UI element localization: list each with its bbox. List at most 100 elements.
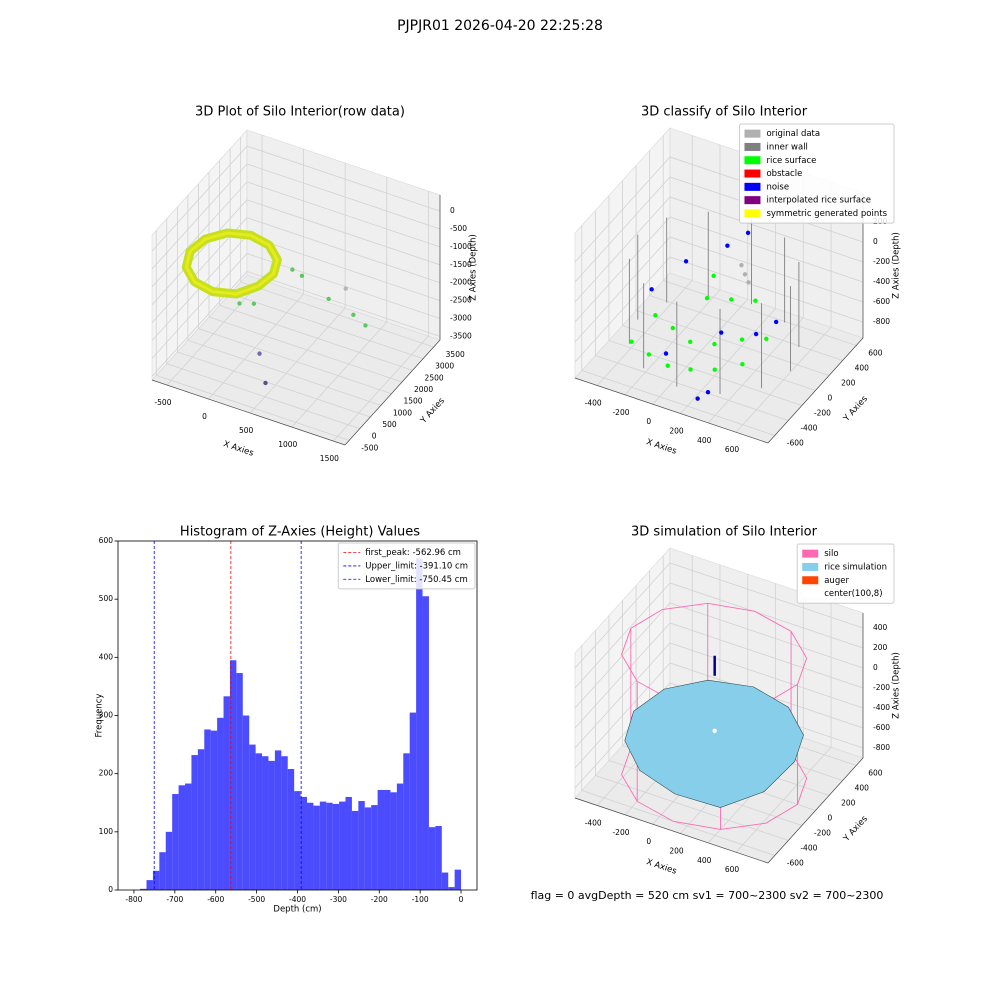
y-tick-label: 100: [99, 827, 114, 836]
z-tick-label: 0: [450, 206, 455, 215]
grid-line: [151, 217, 441, 323]
y-tick-label: 2500: [425, 373, 444, 382]
data-point: [263, 380, 268, 386]
x-tick-label: -700: [166, 895, 183, 904]
histogram-bar: [249, 744, 256, 890]
histogram-bar: [210, 730, 218, 890]
grid-line: [574, 216, 864, 323]
legend-label: first_peak: -562.96 cm: [365, 548, 461, 558]
x-tick-label: -400: [289, 895, 306, 904]
x-tick-label: -600: [207, 895, 224, 904]
data-point: [712, 728, 717, 733]
z-tick-label: -3500: [450, 331, 472, 340]
data-point: [704, 295, 710, 301]
histogram-bar: [146, 880, 153, 890]
histogram-bar: [351, 810, 359, 890]
z-tick-label: -200: [873, 257, 890, 266]
grid-line: [151, 145, 441, 252]
grid-line: [333, 191, 429, 442]
histogram-bar: [409, 712, 417, 890]
z-tick-label: -400: [873, 277, 890, 286]
histogram-bar: [178, 785, 186, 890]
legend-box: [796, 543, 895, 604]
grid-line: [208, 172, 403, 383]
data-point: [343, 286, 348, 291]
histogram-bar: [326, 802, 333, 890]
histogram-bar: [236, 673, 243, 890]
legend-swatch: [744, 129, 761, 138]
histogram-bar: [339, 801, 346, 890]
grid-line: [151, 181, 441, 288]
legend-swatch: [744, 142, 761, 151]
y-tick-label: 0: [828, 814, 833, 823]
histogram-bar: [159, 852, 166, 890]
histogram-bar: [364, 807, 372, 890]
data-point: [725, 243, 730, 248]
y-tick-label: 600: [868, 769, 883, 778]
data-point: [257, 351, 262, 356]
legend-label: original data: [766, 129, 820, 139]
legend-label: Upper_limit: -391.10 cm: [365, 561, 468, 571]
histogram-bar: [416, 558, 423, 890]
histogram-bar: [422, 596, 429, 890]
x-tick-label: -400: [585, 818, 602, 827]
grid-line: [219, 160, 413, 371]
x-tick-label: 400: [697, 856, 712, 865]
x-tick-label: 200: [669, 847, 684, 856]
x-tick-label: 200: [669, 427, 684, 436]
legend-swatch: [744, 196, 761, 205]
grid-line: [151, 253, 441, 359]
grid-line: [574, 642, 864, 749]
z-tick-label: -2000: [450, 278, 472, 287]
data-point: [646, 352, 652, 357]
x-tick-label: 0: [459, 895, 464, 904]
legend-box: [337, 542, 476, 590]
grid-line: [208, 149, 304, 400]
z-tick-label: 400: [873, 623, 888, 632]
grid-line: [291, 177, 388, 428]
y-tick-label: 0: [828, 394, 833, 403]
histogram-bar: [319, 801, 327, 890]
z-tick-label: -400: [873, 703, 890, 712]
grid-line: [249, 163, 346, 414]
grid-line: [608, 195, 803, 406]
data-point: [683, 259, 689, 264]
chart-title: 3D classify of Silo Interior: [641, 105, 808, 120]
axis-line: [574, 613, 864, 864]
histogram-bar: [281, 756, 288, 890]
x-tick-label: -200: [371, 895, 388, 904]
z-tick-label: -1000: [450, 242, 472, 251]
data-point: [753, 331, 759, 337]
histogram-bar: [191, 755, 198, 890]
figure-title: PJPJR01 2026-04-20 22:25:28: [397, 18, 603, 34]
histogram-bar: [396, 783, 404, 890]
z-axis-label: Z Axies (Depth): [892, 232, 902, 299]
y-tick-label: 200: [841, 799, 856, 808]
histogram-bar: [217, 717, 224, 890]
histogram-bar: [152, 870, 160, 890]
histogram-bar: [384, 789, 391, 890]
grid-line: [151, 163, 441, 270]
data-point: [740, 362, 745, 367]
y-tick-label: 0: [372, 432, 377, 441]
histogram-bar: [345, 796, 352, 890]
legend-swatch: [802, 589, 819, 598]
grid-line: [176, 207, 371, 418]
histogram-bar: [435, 826, 442, 890]
histogram-bar: [428, 827, 436, 890]
z-tick-label: -1500: [450, 260, 472, 269]
legend-label: symmetric generated points: [766, 209, 887, 219]
grid-line: [574, 582, 864, 689]
chart-title: 3D simulation of Silo Interior: [631, 525, 818, 540]
x-tick-label: -200: [612, 408, 629, 417]
x-tick-label: -400: [585, 398, 602, 407]
grid-line: [735, 182, 832, 433]
histogram-bar: [223, 696, 230, 890]
histogram-bar: [332, 803, 340, 890]
y-tick-label: -200: [814, 829, 831, 838]
legend-swatch: [744, 182, 761, 191]
x-tick-label: 0: [646, 417, 651, 426]
grid-line: [574, 602, 864, 709]
grid-line: [581, 645, 775, 856]
data-point: [764, 336, 769, 342]
